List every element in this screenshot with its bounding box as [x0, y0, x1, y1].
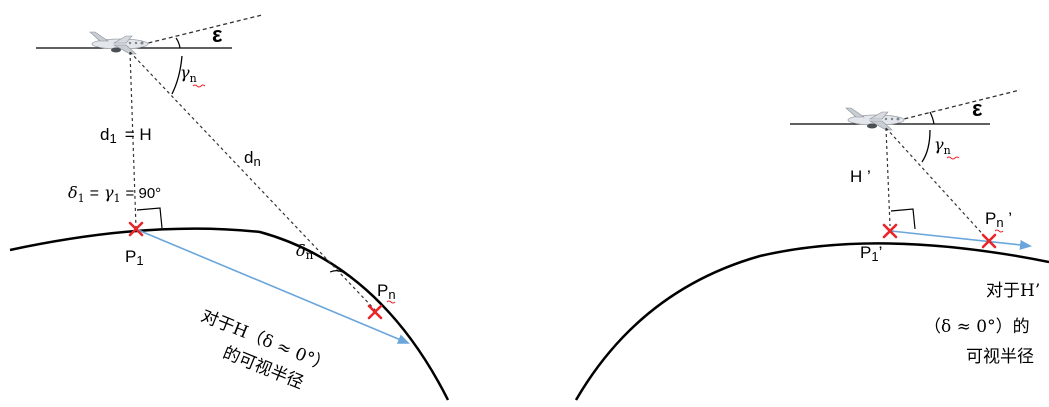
- cross-marker-icon: [981, 233, 997, 249]
- right-vertical-dashed: [885, 127, 891, 227]
- right-gamma-arc: [921, 129, 931, 163]
- left-earth-arc: [9, 227, 450, 401]
- right-caption-line2: （δ ≈ 0°）的: [924, 317, 1030, 337]
- right-gamma-n-label: γn: [934, 135, 951, 157]
- left-gamma-arc: [171, 55, 183, 95]
- right-caption-line3: 可视半径: [966, 347, 1034, 367]
- right-h-label: H ’: [850, 167, 871, 186]
- right-pn-label: Pn ’: [985, 209, 1012, 230]
- right-angle-icon: [136, 207, 163, 229]
- right-elevation-line: [883, 89, 1021, 125]
- left-caption: 对于H（δ ≈ 0°） 的可视半径: [198, 306, 333, 393]
- cross-marker-icon: [367, 304, 383, 320]
- right-diagram: ε γn H ’ P1’ Pn ’ 对于H’ （δ ≈ 0°）的 可视半径: [574, 89, 1049, 401]
- right-earth-arc: [574, 242, 1049, 401]
- right-angle-icon: [890, 208, 916, 230]
- right-epsilon-arc: [929, 111, 935, 125]
- left-d1-label: d1 = H: [100, 125, 152, 146]
- left-diagram: ε γn d1 = H dn δ1 = γ1 = 90° δn P1 Pn 对于H（δ …: [9, 14, 450, 401]
- left-pn-label: Pn: [377, 281, 396, 302]
- right-slant-dashed: [885, 127, 989, 241]
- right-visible-radius-arrow: [890, 230, 1032, 250]
- left-deltan-label: δn: [296, 241, 314, 262]
- right-p1-label: P1’: [860, 243, 882, 264]
- left-delta1-label: δ1 = γ1 = 90°: [68, 183, 161, 205]
- cross-marker-icon: [882, 223, 898, 239]
- right-pn-squiggle: [994, 229, 1004, 233]
- left-elevation-line: [127, 14, 263, 49]
- left-gamma-n-label: γn: [180, 63, 197, 85]
- left-dn-label: dn: [244, 148, 261, 169]
- left-deltan-arc: [329, 270, 349, 277]
- right-caption-line1: 对于H’: [986, 281, 1040, 301]
- left-vertical-dashed: [129, 51, 137, 229]
- cross-marker-icon: [128, 221, 144, 237]
- right-epsilon-label: ε: [972, 96, 983, 121]
- right-gamma-squiggle: [946, 156, 960, 160]
- left-p1-label: P1: [125, 247, 144, 268]
- airplane-icon: [845, 107, 905, 131]
- left-epsilon-arc: [175, 37, 181, 49]
- airplane-icon: [89, 31, 149, 55]
- left-pn-squiggle: [386, 300, 396, 304]
- left-visible-radius-arrow: [137, 229, 410, 344]
- left-slant-dashed: [129, 51, 377, 312]
- left-epsilon-label: ε: [212, 22, 223, 47]
- left-gamma-squiggle: [192, 84, 206, 88]
